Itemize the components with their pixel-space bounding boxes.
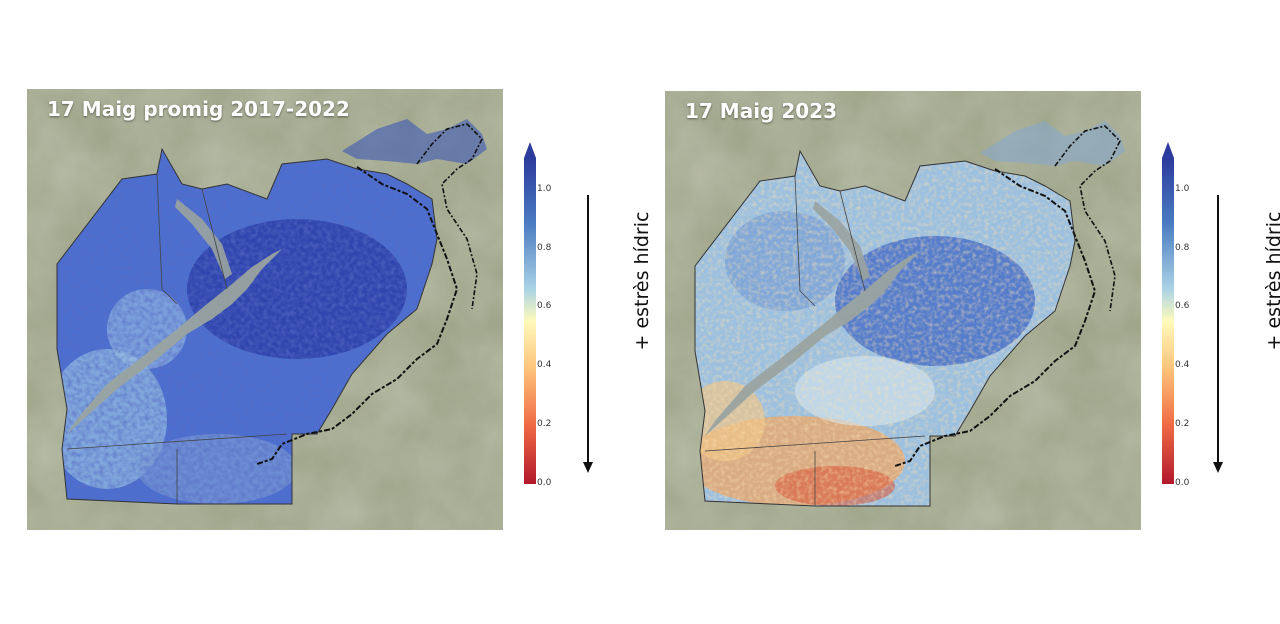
tick-label: 1.0: [537, 184, 552, 194]
map-panel-2023: 17 Maig 2023: [665, 91, 1141, 530]
tick-label: 0.6: [1175, 301, 1190, 311]
stress-arrow-head: [583, 462, 593, 473]
tick-label: 0.6: [537, 301, 552, 311]
stress-label: + estrès hídric: [631, 211, 653, 351]
tick-label: 0.8: [1175, 243, 1190, 253]
tick-label: 0.0: [537, 478, 552, 488]
colorbar-average: 1.0 0.8 0.6 0.4 0.2 0.0 + estrès hídric: [520, 140, 653, 500]
panel-title-average: 17 Maig promig 2017-2022: [47, 97, 350, 121]
colorbar-gradient: [1162, 142, 1223, 484]
tick-label: 0.2: [1175, 419, 1190, 429]
tick-label: 1.0: [1175, 184, 1190, 194]
tick-label: 0.2: [537, 419, 552, 429]
ndvi-map-average: [27, 89, 503, 530]
colorbar-extend-arrow: [1162, 142, 1174, 158]
tick-label: 0.4: [1175, 360, 1190, 370]
colorbar-2023: 1.0 0.8 0.6 0.4 0.2 0.0 + estrès hídric: [1158, 140, 1280, 500]
colorbar-gradient: [524, 142, 593, 484]
tick-label: 0.4: [537, 360, 552, 370]
map-panel-average: 17 Maig promig 2017-2022: [27, 89, 503, 530]
ndvi-map-2023: [665, 91, 1141, 530]
stress-arrow-head: [1213, 462, 1223, 473]
colorbar-scale: [524, 158, 536, 484]
colorbar-scale: [1162, 158, 1174, 484]
stress-label: + estrès hídric: [1263, 211, 1280, 351]
tick-label: 0.0: [1175, 478, 1190, 488]
tick-label: 0.8: [537, 243, 552, 253]
colorbar-extend-arrow: [524, 142, 536, 158]
panel-title-2023: 17 Maig 2023: [685, 99, 837, 123]
